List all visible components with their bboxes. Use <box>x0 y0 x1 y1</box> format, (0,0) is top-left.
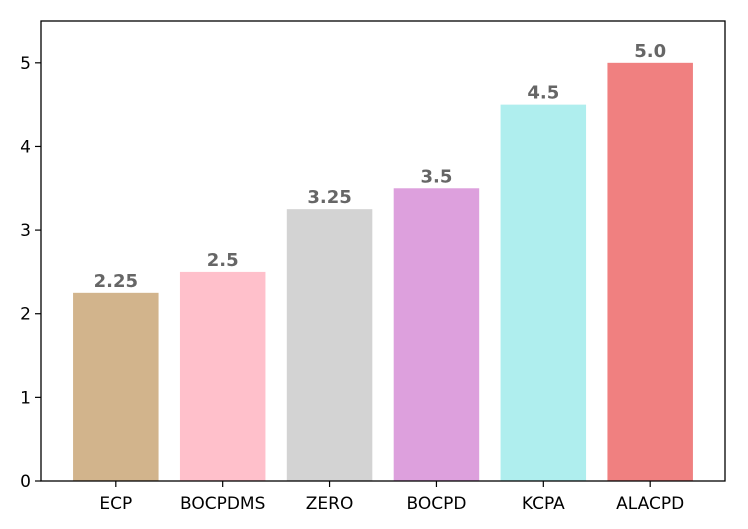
y-tick-label: 4 <box>20 137 31 157</box>
axes-layer: 0 1 2 3 4 5 ECP BOCPDMS ZERO BOCPD KCPA ALACPD <box>20 20 726 514</box>
bar-ecp <box>73 292 159 481</box>
y-tick-label: 0 <box>20 472 31 492</box>
x-tick-label-bocpd: BOCPD <box>406 494 466 514</box>
value-label-ecp: 2.25 <box>94 271 138 292</box>
value-labels-layer: 2.25 2.5 3.25 3.5 4.5 5.0 <box>94 41 667 292</box>
value-label-bocpd: 3.5 <box>420 166 452 187</box>
value-label-zero: 3.25 <box>307 187 351 208</box>
x-tick-label-zero: ZERO <box>306 494 354 514</box>
bar-bocpd <box>393 188 480 481</box>
bar-kcpa <box>500 104 587 481</box>
bars-layer <box>73 62 693 481</box>
x-tick-label-kcpa: KCPA <box>522 494 565 514</box>
bar-alacpd <box>607 62 693 481</box>
x-tick-label-bocpdms: BOCPDMS <box>180 494 265 514</box>
y-tick-label: 2 <box>20 305 31 325</box>
y-tick-label: 5 <box>20 54 31 74</box>
value-label-alacpd: 5.0 <box>634 41 666 62</box>
value-label-kcpa: 4.5 <box>527 83 559 104</box>
bar-bocpdms <box>179 271 266 481</box>
bar-zero <box>286 209 373 481</box>
y-tick-label: 3 <box>20 221 31 241</box>
x-tick-label-alacpd: ALACPD <box>616 494 684 514</box>
x-tick-label-ecp: ECP <box>99 494 132 514</box>
plot-frame <box>40 20 726 482</box>
value-label-bocpdms: 2.5 <box>207 250 239 271</box>
y-tick-label: 1 <box>20 388 31 408</box>
